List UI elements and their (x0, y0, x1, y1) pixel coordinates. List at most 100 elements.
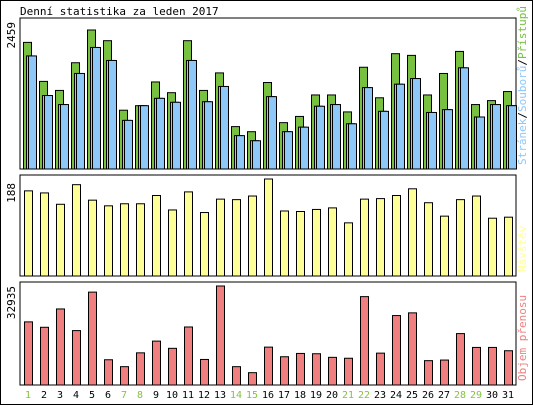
y-max-label-volume: 32935 (5, 286, 18, 319)
chart-title: Denní statistika za leden 2017 (20, 5, 219, 18)
day-label: 20 (326, 390, 338, 401)
visits-bar (296, 211, 305, 277)
pages-bar (316, 105, 325, 170)
day-label: 24 (390, 390, 402, 401)
pages-bar (444, 109, 453, 170)
visits-bar (408, 188, 417, 277)
visits-bar (248, 195, 257, 277)
pages-bar (508, 105, 517, 170)
pages-bar (348, 123, 357, 170)
pages-bar (60, 104, 69, 170)
volume-bar (344, 357, 353, 386)
day-label: 13 (214, 390, 226, 401)
day-label: 17 (278, 390, 290, 401)
volume-bar (424, 360, 433, 386)
volume-bar (504, 350, 513, 386)
legend-item: / (516, 59, 529, 66)
day-label: 22 (358, 390, 370, 401)
day-label: 10 (166, 390, 178, 401)
pages-bar (380, 110, 389, 170)
day-label: 7 (121, 390, 127, 401)
y-max-label-visits: 188 (5, 183, 18, 203)
volume-bar (104, 359, 113, 386)
day-label: 30 (486, 390, 498, 401)
day-label: 2 (41, 390, 47, 401)
visits-bar (72, 184, 81, 277)
day-label: 21 (342, 390, 354, 401)
pages-bar (364, 87, 373, 170)
visits-bar (216, 198, 225, 277)
visits-bar (136, 203, 145, 277)
volume-bar (40, 326, 49, 386)
pages-bar (412, 78, 421, 170)
day-label: 23 (374, 390, 386, 401)
visits-bar (56, 203, 65, 277)
volume-bar (216, 285, 225, 386)
volume-bar (440, 359, 449, 386)
legend-item: Stránek (516, 118, 529, 165)
day-label: 12 (198, 390, 210, 401)
pages-bar (124, 119, 133, 170)
visits-bar (504, 216, 513, 277)
volume-bar (456, 333, 465, 386)
pages-bar (332, 104, 341, 170)
volume-bar (120, 366, 129, 386)
pages-bar (220, 85, 229, 170)
legend-hits-files-pages: Stránek/Souborů/Přístupů (516, 6, 529, 165)
visits-bar (472, 195, 481, 277)
legend-visits: Návštěv (516, 225, 529, 272)
day-label: 28 (454, 390, 466, 401)
pages-bar (284, 131, 293, 170)
pages-bar (236, 135, 245, 170)
pages-bar (300, 126, 309, 170)
day-label: 11 (182, 390, 194, 401)
volume-bar (376, 352, 385, 386)
day-label: 25 (406, 390, 418, 401)
volume-bar (296, 352, 305, 386)
visits-bar (280, 210, 289, 277)
pages-bar (204, 101, 213, 170)
volume-bar (360, 296, 369, 386)
visits-bar (360, 198, 369, 277)
visits-bar (312, 208, 321, 277)
visits-bar (344, 222, 353, 277)
legend-item: Přístupů (516, 6, 529, 59)
pages-bar (252, 140, 261, 170)
pages-bar (108, 59, 117, 170)
day-label: 6 (105, 390, 111, 401)
day-label: 3 (57, 390, 63, 401)
visits-bar (40, 192, 49, 277)
visits-bar (376, 198, 385, 277)
pages-bar (140, 105, 149, 170)
day-label: 26 (422, 390, 434, 401)
pages-bar (172, 101, 181, 170)
day-label: 19 (310, 390, 322, 401)
volume-bar (248, 372, 257, 386)
legend-item: / (516, 112, 529, 119)
pages-bar (92, 46, 101, 170)
visits-bar (152, 195, 161, 277)
day-label: 5 (89, 390, 95, 401)
visits-bar (168, 209, 177, 277)
volume-bar (264, 346, 273, 386)
visits-bar (440, 215, 449, 277)
volume-bar (152, 340, 161, 386)
volume-bar (328, 356, 337, 386)
pages-bar (44, 95, 53, 170)
day-label: 8 (137, 390, 143, 401)
volume-bar (24, 321, 33, 386)
volume-bar (88, 291, 97, 386)
pages-bar (76, 72, 85, 170)
volume-bar (56, 308, 65, 386)
visits-bar (456, 199, 465, 277)
visits-bar (392, 195, 401, 277)
legend-volume: Objem přenosu (516, 295, 529, 381)
volume-bar (232, 366, 241, 386)
visits-bar (200, 212, 209, 277)
volume-bar (168, 347, 177, 386)
volume-bar (472, 346, 481, 386)
pages-bar (428, 111, 437, 170)
pages-bar (188, 59, 197, 170)
